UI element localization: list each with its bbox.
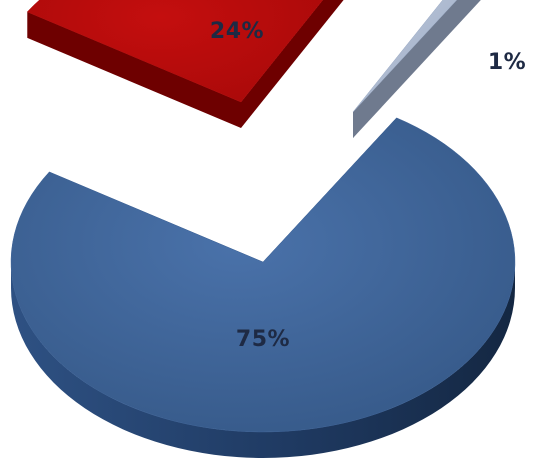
pie-slice-2-cut-face-1 [353,0,481,138]
pie-slice-1 [26,0,344,128]
pie-slice-1-cut-face-1 [241,0,344,128]
pie-slice-0-top [10,117,516,433]
pie-slice-0 [10,117,516,458]
pie-slice-2 [352,0,481,138]
data-label-2: 1% [488,50,526,75]
pie-slice-1-top [26,0,324,103]
data-label-1: 24% [210,19,264,44]
pie-slice-1-cut-face-0 [27,11,241,128]
data-label-0: 75% [236,327,290,352]
